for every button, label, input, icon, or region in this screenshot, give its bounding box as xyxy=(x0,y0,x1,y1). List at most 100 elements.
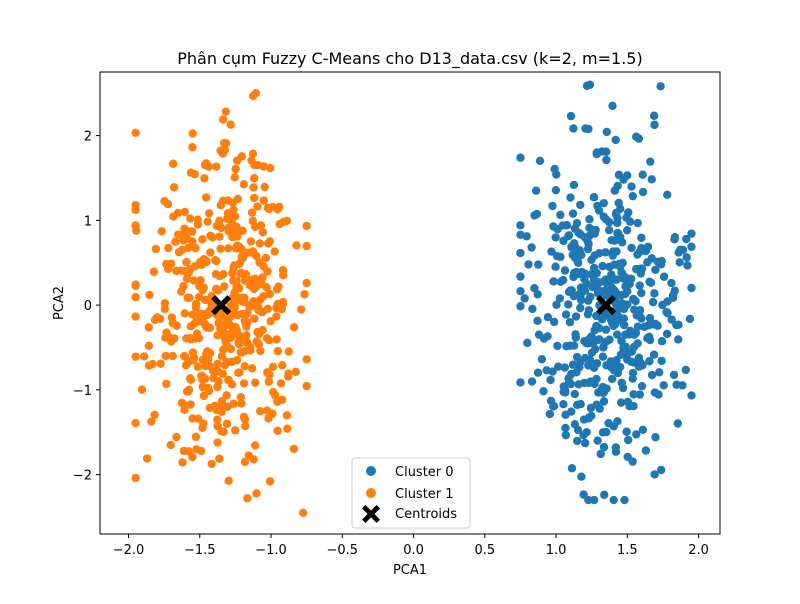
point-cluster-1 xyxy=(247,364,257,373)
point-cluster-0 xyxy=(618,383,628,393)
point-cluster-0 xyxy=(633,218,642,228)
point-cluster-0 xyxy=(531,186,541,195)
point-cluster-1 xyxy=(222,419,232,429)
point-cluster-0 xyxy=(580,438,590,448)
point-cluster-0 xyxy=(570,420,580,429)
point-cluster-0 xyxy=(647,175,656,184)
point-cluster-0 xyxy=(561,410,570,419)
point-cluster-0 xyxy=(579,490,588,499)
point-cluster-0 xyxy=(545,409,555,419)
point-cluster-0 xyxy=(534,260,543,269)
point-cluster-1 xyxy=(139,352,149,361)
point-cluster-1 xyxy=(272,335,281,344)
legend-label-centroids: Centroids xyxy=(395,507,457,522)
point-cluster-1 xyxy=(131,418,140,428)
point-cluster-0 xyxy=(649,350,659,359)
point-cluster-0 xyxy=(581,124,590,133)
point-cluster-1 xyxy=(131,280,140,289)
point-cluster-0 xyxy=(593,335,602,345)
point-cluster-0 xyxy=(599,397,609,406)
point-cluster-1 xyxy=(239,251,248,261)
point-cluster-1 xyxy=(272,285,282,294)
point-cluster-0 xyxy=(566,111,576,121)
point-cluster-1 xyxy=(241,421,250,431)
point-cluster-0 xyxy=(539,387,548,396)
point-cluster-1 xyxy=(248,216,257,226)
point-cluster-0 xyxy=(574,269,584,279)
point-cluster-1 xyxy=(144,323,153,332)
point-cluster-0 xyxy=(552,300,561,309)
point-cluster-0 xyxy=(612,275,621,284)
point-cluster-0 xyxy=(637,243,646,253)
point-cluster-0 xyxy=(602,278,611,287)
y-tick-label: 0 xyxy=(84,299,92,314)
point-cluster-0 xyxy=(572,436,582,446)
points-layer xyxy=(131,80,696,518)
point-cluster-0 xyxy=(628,191,637,201)
point-cluster-1 xyxy=(199,419,208,428)
point-cluster-1 xyxy=(259,292,268,301)
point-cluster-0 xyxy=(520,294,529,303)
point-cluster-1 xyxy=(145,290,154,300)
point-cluster-1 xyxy=(242,331,251,340)
point-cluster-0 xyxy=(576,200,585,210)
point-cluster-0 xyxy=(633,322,643,331)
point-cluster-0 xyxy=(566,286,575,295)
point-cluster-0 xyxy=(623,286,632,296)
point-cluster-1 xyxy=(222,357,231,367)
point-cluster-0 xyxy=(618,270,627,279)
centroid-marker xyxy=(211,295,232,316)
point-cluster-0 xyxy=(532,209,542,219)
point-cluster-1 xyxy=(224,227,233,236)
point-cluster-1 xyxy=(144,361,154,370)
point-cluster-1 xyxy=(270,391,280,400)
point-cluster-0 xyxy=(524,260,533,269)
point-cluster-0 xyxy=(622,277,631,286)
point-cluster-0 xyxy=(657,465,666,475)
point-cluster-0 xyxy=(623,435,633,445)
point-cluster-1 xyxy=(259,196,269,205)
point-cluster-1 xyxy=(204,383,213,393)
point-cluster-1 xyxy=(223,341,232,351)
point-cluster-1 xyxy=(249,183,258,192)
point-cluster-1 xyxy=(188,452,197,462)
point-cluster-1 xyxy=(228,198,237,207)
x-tick-label: 2.0 xyxy=(688,543,709,558)
point-cluster-0 xyxy=(593,436,602,445)
point-cluster-0 xyxy=(573,256,582,265)
point-cluster-1 xyxy=(149,267,159,276)
point-cluster-0 xyxy=(645,313,655,323)
point-cluster-1 xyxy=(200,174,209,183)
point-cluster-1 xyxy=(302,241,311,251)
x-axis: −2.0 −1.5 −1.0 −0.5 0.0 0.5 1.0 1.5 2.0 xyxy=(113,534,709,558)
point-cluster-0 xyxy=(616,350,626,360)
point-cluster-1 xyxy=(212,162,221,171)
point-cluster-0 xyxy=(568,250,577,260)
point-cluster-0 xyxy=(552,251,562,261)
x-tick-label: −1.0 xyxy=(255,543,287,558)
point-cluster-0 xyxy=(595,286,605,296)
point-cluster-1 xyxy=(250,274,260,283)
point-cluster-1 xyxy=(252,489,261,498)
point-cluster-0 xyxy=(594,206,604,215)
point-cluster-1 xyxy=(216,223,226,233)
point-cluster-0 xyxy=(638,425,648,435)
point-cluster-1 xyxy=(258,228,268,237)
point-cluster-1 xyxy=(217,427,226,436)
point-cluster-0 xyxy=(595,278,604,287)
point-cluster-0 xyxy=(674,248,683,257)
point-cluster-1 xyxy=(270,247,279,256)
point-cluster-0 xyxy=(549,277,558,286)
point-cluster-0 xyxy=(628,457,637,466)
legend-label-cluster-1: Cluster 1 xyxy=(395,487,454,502)
point-cluster-1 xyxy=(232,281,241,291)
point-cluster-0 xyxy=(622,213,631,222)
point-cluster-1 xyxy=(151,244,161,254)
point-cluster-1 xyxy=(278,297,288,307)
point-cluster-0 xyxy=(657,256,666,266)
point-cluster-0 xyxy=(561,430,571,440)
point-cluster-1 xyxy=(206,248,215,257)
point-cluster-0 xyxy=(571,312,581,321)
point-cluster-1 xyxy=(150,410,159,420)
point-cluster-0 xyxy=(585,214,594,224)
